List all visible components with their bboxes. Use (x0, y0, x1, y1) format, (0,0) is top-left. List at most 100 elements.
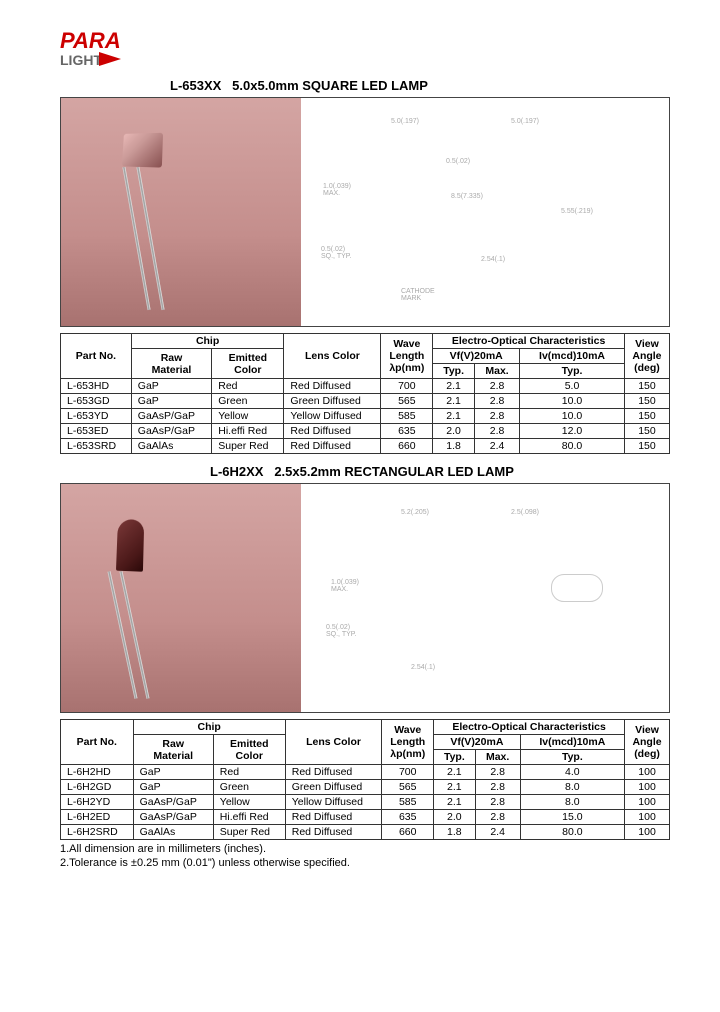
cell-vfm: 2.8 (475, 780, 520, 795)
cell-va: 150 (624, 439, 669, 454)
th-raw: RawMaterial (131, 349, 211, 379)
cell-wl: 660 (382, 825, 434, 840)
th-eoc: Electro-Optical Characteristics (434, 720, 625, 735)
led-lead (122, 167, 150, 310)
logo-text-bottom: LIGHT (60, 52, 102, 68)
cell-va: 100 (625, 780, 670, 795)
cell-part: L-653HD (61, 379, 132, 394)
cell-mat: GaAsP/GaP (133, 795, 213, 810)
cell-ivt: 5.0 (520, 379, 625, 394)
cell-lens: Red Diffused (284, 424, 381, 439)
section2-desc: 2.5x5.2mm RECTANGULAR LED LAMP (274, 464, 514, 479)
notes: 1.All dimension are in millimeters (inch… (60, 842, 670, 871)
cell-lens: Green Diffused (284, 394, 381, 409)
cell-va: 150 (624, 379, 669, 394)
cell-mat: GaP (133, 765, 213, 780)
cell-lens: Yellow Diffused (285, 795, 382, 810)
cell-color: Hi.effi Red (212, 424, 284, 439)
cell-mat: GaAlAs (131, 439, 211, 454)
cell-vfm: 2.8 (474, 379, 519, 394)
cell-wl: 660 (381, 439, 433, 454)
cell-color: Super Red (212, 439, 284, 454)
th-partno: Part No. (61, 334, 132, 379)
cell-ivt: 8.0 (520, 795, 624, 810)
cell-color: Super Red (213, 825, 285, 840)
cell-lens: Green Diffused (285, 780, 382, 795)
logo: PARA LIGHT (60, 30, 160, 70)
cell-ivt: 4.0 (520, 765, 624, 780)
cell-vfm: 2.8 (474, 394, 519, 409)
cell-lens: Red Diffused (285, 810, 382, 825)
cell-mat: GaAsP/GaP (131, 409, 211, 424)
cell-vft: 1.8 (433, 439, 475, 454)
cell-ivt: 80.0 (520, 825, 624, 840)
cell-part: L-6H2SRD (61, 825, 134, 840)
cell-mat: GaAlAs (133, 825, 213, 840)
section2-figure: 5.2(.205) 2.5(.098) 1.0(.039)MAX. 0.5(.0… (60, 483, 670, 713)
table-row: L-653SRDGaAlAsSuper RedRed Diffused6601.… (61, 439, 670, 454)
section1-model: L-653XX (170, 78, 221, 93)
cell-vfm: 2.8 (474, 424, 519, 439)
cell-color: Yellow (212, 409, 284, 424)
section1-figure: 5.0(.197) 5.0(.197) 0.5(.02) 8.5(7.335) … (60, 97, 670, 327)
cell-color: Yellow (213, 795, 285, 810)
th-ec: EmittedColor (213, 735, 285, 765)
cell-va: 100 (625, 765, 670, 780)
section2-photo (61, 484, 301, 712)
cell-mat: GaP (133, 780, 213, 795)
th-lens: Lens Color (284, 334, 381, 379)
table-row: L-653EDGaAsP/GaPHi.effi RedRed Diffused6… (61, 424, 670, 439)
cell-ivt: 12.0 (520, 424, 625, 439)
cell-wl: 565 (382, 780, 434, 795)
cell-vft: 2.1 (434, 765, 476, 780)
cell-va: 150 (624, 409, 669, 424)
cell-vft: 2.0 (434, 810, 476, 825)
th-typ2: Typ. (520, 750, 624, 765)
cell-ivt: 80.0 (520, 439, 625, 454)
cell-wl: 585 (382, 795, 434, 810)
th-raw: RawMaterial (133, 735, 213, 765)
cell-vft: 1.8 (434, 825, 476, 840)
cell-color: Green (212, 394, 284, 409)
cell-va: 150 (624, 394, 669, 409)
th-ec: EmittedColor (212, 349, 284, 379)
cell-part: L-653ED (61, 424, 132, 439)
th-max: Max. (474, 364, 519, 379)
th-eoc: Electro-Optical Characteristics (433, 334, 625, 349)
note-1: 1.All dimension are in millimeters (inch… (60, 842, 670, 856)
cell-vft: 2.1 (434, 780, 476, 795)
table-row: L-653YDGaAsP/GaPYellowYellow Diffused585… (61, 409, 670, 424)
th-va: ViewAngle(deg) (624, 334, 669, 379)
cell-lens: Red Diffused (285, 765, 382, 780)
th-typ: Typ. (434, 750, 476, 765)
section1-photo (61, 98, 301, 326)
led-lead (136, 167, 164, 310)
cell-part: L-653GD (61, 394, 132, 409)
cell-wl: 565 (381, 394, 433, 409)
logo-arrow-icon (99, 52, 121, 66)
section1-desc: 5.0x5.0mm SQUARE LED LAMP (232, 78, 428, 93)
cell-part: L-6H2HD (61, 765, 134, 780)
cell-wl: 635 (382, 810, 434, 825)
cell-vft: 2.1 (433, 379, 475, 394)
cell-va: 100 (625, 810, 670, 825)
section2-diagram: 5.2(.205) 2.5(.098) 1.0(.039)MAX. 0.5(.0… (301, 484, 669, 712)
table-row: L-6H2SRDGaAlAsSuper RedRed Diffused6601.… (61, 825, 670, 840)
cell-color: Green (213, 780, 285, 795)
section1-title: L-653XX 5.0x5.0mm SQUARE LED LAMP (170, 78, 670, 93)
th-vf: Vf(V)20mA (433, 349, 520, 364)
cell-vfm: 2.8 (475, 795, 520, 810)
cell-wl: 700 (381, 379, 433, 394)
cell-lens: Red Diffused (285, 825, 382, 840)
side-view-icon (551, 574, 603, 602)
cell-mat: GaP (131, 379, 211, 394)
table-row: L-6H2HDGaPRedRed Diffused7002.12.84.0100 (61, 765, 670, 780)
led-square-body (122, 133, 163, 168)
th-lens: Lens Color (285, 720, 382, 765)
section2-title: L-6H2XX 2.5x5.2mm RECTANGULAR LED LAMP (210, 464, 670, 479)
th-iv: Iv(mcd)10mA (520, 735, 624, 750)
cell-vft: 2.1 (434, 795, 476, 810)
table-row: L-6H2GDGaPGreenGreen Diffused5652.12.88.… (61, 780, 670, 795)
th-max: Max. (475, 750, 520, 765)
th-va: ViewAngle(deg) (625, 720, 670, 765)
